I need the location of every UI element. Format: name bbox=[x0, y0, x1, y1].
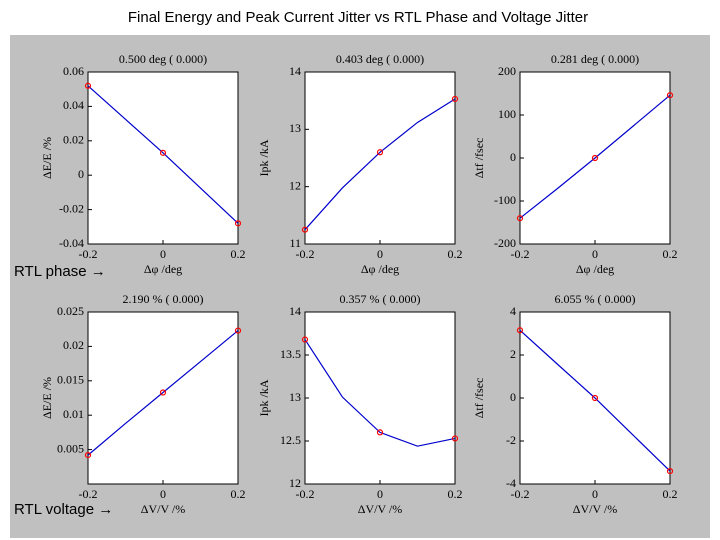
data-point bbox=[666, 468, 674, 475]
fit-line bbox=[87, 85, 239, 224]
y-tick-label: 11 bbox=[289, 236, 301, 250]
y-tick-label: 4 bbox=[510, 304, 516, 318]
fit-line bbox=[87, 330, 239, 456]
y-tick-label: -2 bbox=[506, 433, 516, 447]
y-tick-label: 0.01 bbox=[63, 407, 84, 421]
x-axis-label: ΔV/V /% bbox=[141, 502, 186, 516]
data-point bbox=[234, 327, 242, 334]
y-tick-label: 0.015 bbox=[57, 373, 84, 387]
data-point bbox=[301, 226, 309, 233]
y-tick-label: 13 bbox=[289, 390, 301, 404]
plot-area bbox=[87, 311, 239, 485]
y-axis-label: Ipk /kA bbox=[257, 139, 271, 176]
x-tick-label: 0.2 bbox=[231, 247, 246, 261]
fit-line bbox=[304, 339, 456, 447]
plot-title: 2.190 % ( 0.000) bbox=[123, 292, 204, 306]
x-tick-label: 0 bbox=[592, 487, 598, 501]
data-point bbox=[516, 215, 524, 222]
plot-title: 0.357 % ( 0.000) bbox=[340, 292, 421, 306]
y-tick-label: 13.5 bbox=[280, 347, 301, 361]
y-axis-label: ΔE/E /% bbox=[40, 137, 54, 179]
data-point bbox=[159, 389, 167, 396]
y-tick-label: 14 bbox=[289, 304, 301, 318]
y-tick-label: -0.04 bbox=[59, 236, 84, 250]
data-point bbox=[376, 429, 384, 436]
y-tick-label: -200 bbox=[494, 236, 516, 250]
x-axis-label: Δφ /deg bbox=[361, 262, 399, 276]
x-tick-label: 0.2 bbox=[663, 247, 678, 261]
y-tick-label: 200 bbox=[498, 64, 516, 78]
row-label: RTL voltage → bbox=[14, 501, 113, 518]
data-point bbox=[234, 220, 242, 227]
plot-area bbox=[87, 71, 239, 245]
x-tick-label: 0 bbox=[592, 247, 598, 261]
fit-line bbox=[519, 329, 671, 472]
x-axis-label: ΔV/V /% bbox=[573, 502, 618, 516]
fit-line bbox=[519, 94, 671, 219]
plot-title: 0.500 deg ( 0.000) bbox=[119, 52, 207, 66]
y-tick-label: 0.005 bbox=[57, 441, 84, 455]
data-point bbox=[84, 452, 92, 459]
data-point bbox=[376, 149, 384, 156]
plot-title: 0.281 deg ( 0.000) bbox=[551, 52, 639, 66]
y-tick-label: 0.04 bbox=[63, 98, 84, 112]
x-tick-label: 0.2 bbox=[448, 247, 463, 261]
y-tick-label: 0 bbox=[510, 150, 516, 164]
x-tick-label: -0.2 bbox=[79, 487, 98, 501]
plot-title: 0.403 deg ( 0.000) bbox=[336, 52, 424, 66]
x-axis-label: Δφ /deg bbox=[576, 262, 614, 276]
fit-line bbox=[304, 98, 456, 231]
y-tick-label: 0.06 bbox=[63, 64, 84, 78]
y-axis-label: Ipk /kA bbox=[257, 379, 271, 416]
data-point bbox=[666, 92, 674, 99]
y-tick-label: -100 bbox=[494, 193, 516, 207]
y-tick-label: -0.02 bbox=[59, 201, 84, 215]
slide-title: Final Energy and Peak Current Jitter vs … bbox=[128, 9, 588, 26]
x-tick-label: -0.2 bbox=[511, 247, 530, 261]
x-tick-label: 0 bbox=[377, 487, 383, 501]
y-tick-label: 12.5 bbox=[280, 433, 301, 447]
data-point bbox=[451, 435, 459, 442]
data-point bbox=[591, 154, 599, 162]
y-tick-label: -4 bbox=[506, 476, 516, 490]
x-tick-label: -0.2 bbox=[296, 247, 315, 261]
x-tick-label: -0.2 bbox=[296, 487, 315, 501]
data-point bbox=[159, 149, 167, 156]
x-tick-label: -0.2 bbox=[511, 487, 530, 501]
y-axis-label: Δtf /fsec bbox=[472, 138, 486, 179]
x-tick-label: 0.2 bbox=[663, 487, 678, 501]
y-tick-label: 13 bbox=[289, 121, 301, 135]
x-tick-label: 0 bbox=[377, 247, 383, 261]
y-tick-label: 14 bbox=[289, 64, 301, 78]
x-tick-label: -0.2 bbox=[79, 247, 98, 261]
x-tick-label: 0.2 bbox=[231, 487, 246, 501]
plot-title: 6.055 % ( 0.000) bbox=[555, 292, 636, 306]
x-axis-label: ΔV/V /% bbox=[358, 502, 403, 516]
data-point bbox=[516, 327, 524, 334]
plot-area bbox=[304, 311, 456, 485]
data-point bbox=[84, 82, 92, 89]
x-tick-label: 0.2 bbox=[448, 487, 463, 501]
x-axis-label: Δφ /deg bbox=[144, 262, 182, 276]
y-tick-label: 0.025 bbox=[57, 304, 84, 318]
y-tick-label: 12 bbox=[289, 178, 301, 192]
data-point bbox=[301, 336, 309, 343]
y-axis-label: Δtf /fsec bbox=[472, 378, 486, 419]
x-tick-label: 0 bbox=[160, 247, 166, 261]
x-tick-label: 0 bbox=[160, 487, 166, 501]
y-axis-label: ΔE/E /% bbox=[40, 377, 54, 419]
plot-area bbox=[304, 71, 456, 245]
y-tick-label: 2 bbox=[510, 347, 516, 361]
data-point bbox=[591, 394, 599, 402]
y-tick-label: 0 bbox=[78, 167, 84, 181]
y-tick-label: 0.02 bbox=[63, 338, 84, 352]
y-tick-label: 100 bbox=[498, 107, 516, 121]
data-point bbox=[451, 95, 459, 103]
y-tick-label: 12 bbox=[289, 476, 301, 490]
row-label: RTL phase → bbox=[14, 263, 106, 280]
y-tick-label: 0.02 bbox=[63, 133, 84, 147]
y-tick-label: 0 bbox=[510, 390, 516, 404]
